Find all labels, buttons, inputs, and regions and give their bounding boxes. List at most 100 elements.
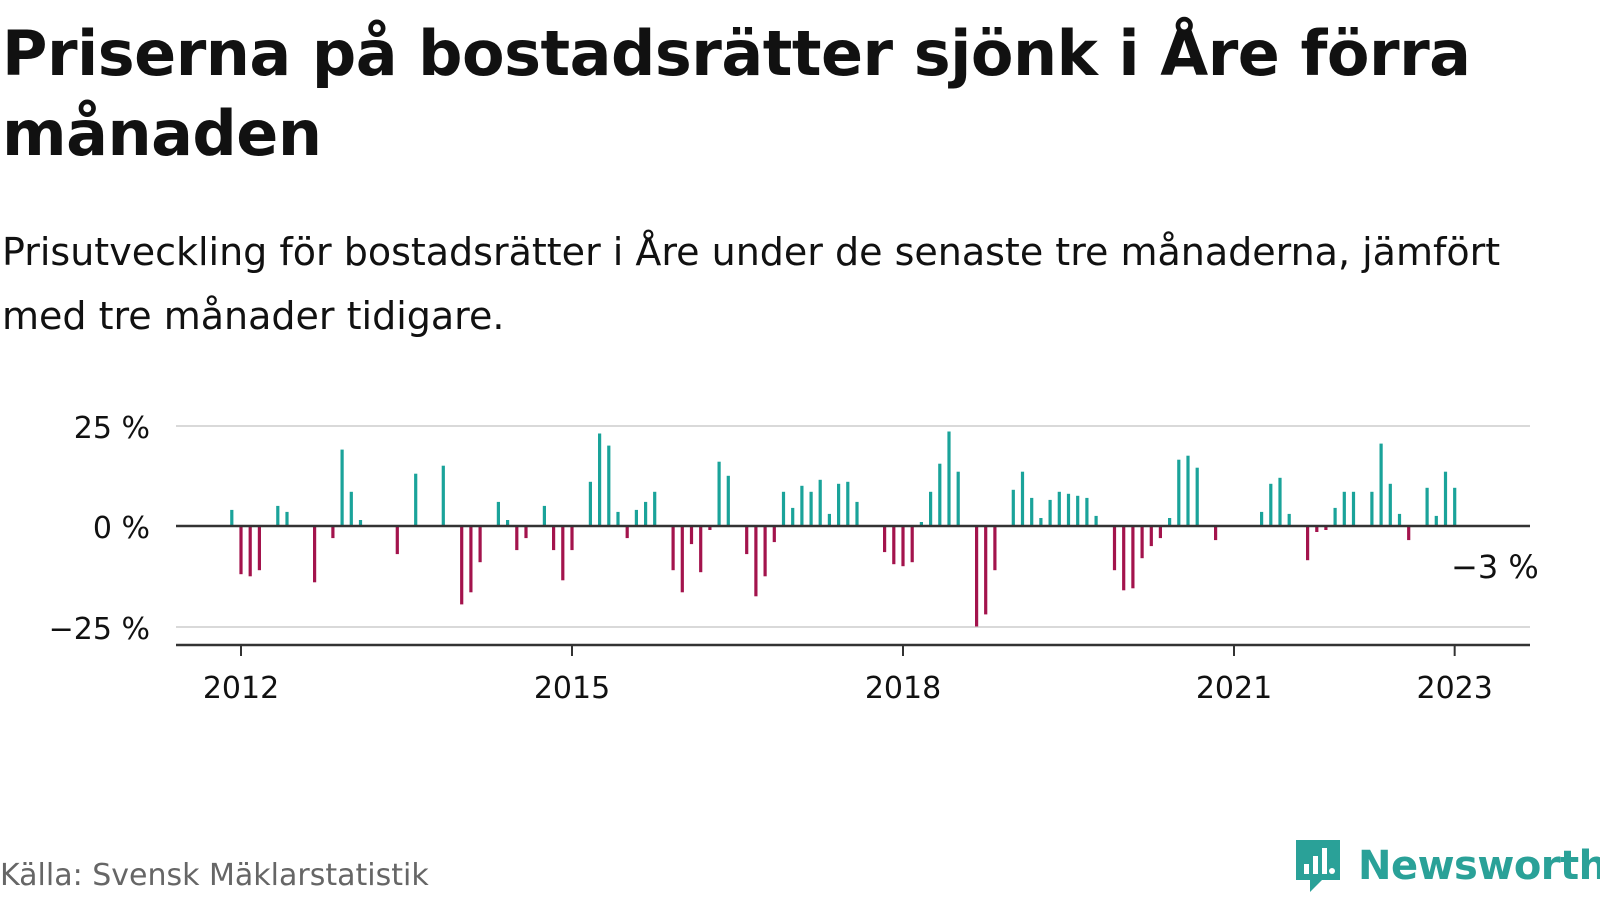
bar-2018-04	[929, 491, 933, 526]
bar-2018-05	[938, 463, 942, 526]
bar-2021-09	[1306, 526, 1310, 561]
bar-2013-01	[349, 491, 353, 526]
bar-2020-03	[1140, 526, 1144, 559]
y-tick-label-0: 0 %	[93, 511, 150, 546]
bar-2015-01	[570, 526, 574, 551]
bar-2016-08	[745, 526, 749, 555]
bar-2016-12	[781, 491, 786, 526]
bar-2022-10	[1425, 487, 1429, 526]
bar-2018-07	[956, 471, 960, 526]
bar-2022-11	[1434, 515, 1438, 526]
bar-2018-10	[984, 526, 988, 615]
bar-2017-12	[892, 526, 896, 565]
bar-2019-02	[1020, 471, 1025, 526]
bar-2012-02	[248, 526, 252, 577]
bar-2016-09	[754, 526, 758, 597]
bar-2019-12	[1112, 526, 1117, 571]
bar-2016-06	[726, 475, 730, 527]
bar-2015-05	[607, 445, 611, 526]
bar-2020-07	[1177, 459, 1181, 526]
bar-2022-12	[1443, 471, 1448, 526]
bar-2012-12	[340, 449, 344, 526]
bar-2022-08	[1407, 526, 1411, 541]
bar-2014-06	[506, 520, 510, 526]
bar-2020-09	[1195, 467, 1199, 526]
bar-2021-12	[1333, 507, 1337, 526]
bar-chart: 25 % 0 % −25 % 2012 2015 2018 2021 2023 −3 %	[49, 411, 1539, 706]
bar-2014-01	[460, 526, 464, 605]
bar-2013-11	[441, 465, 445, 526]
bar-2014-10	[542, 505, 546, 526]
brand-name: Newsworthy	[1358, 843, 1600, 889]
bar-2014-11	[552, 526, 556, 551]
bar-2014-05	[496, 501, 500, 526]
bar-2019-09	[1085, 497, 1089, 526]
bar-2022-05	[1379, 443, 1383, 526]
bar-2015-04	[598, 433, 602, 526]
bar-2014-08	[524, 526, 528, 539]
bar-2016-11	[772, 526, 776, 543]
bar-2018-03	[919, 522, 923, 526]
bar-2015-12	[671, 526, 675, 571]
x-tick-label-2021: 2021	[1196, 671, 1272, 706]
bar-2022-04	[1370, 491, 1374, 526]
y-tick-label-25: 25 %	[74, 411, 150, 446]
bar-2021-07	[1287, 513, 1291, 526]
bar-2013-08	[414, 473, 418, 526]
bar-2011-12	[230, 509, 234, 526]
bar-2016-01	[680, 526, 684, 593]
bar-2019-07	[1066, 493, 1071, 526]
bar-2019-03	[1030, 497, 1034, 526]
bar-2022-01	[1342, 491, 1346, 526]
bar-2017-04	[818, 479, 822, 526]
page-title: Priserna på bostadsrätter sjönk i Åre fö…	[2, 17, 1471, 170]
bar-2021-11	[1324, 526, 1328, 530]
bar-2018-09	[975, 526, 979, 627]
bar-2017-03	[809, 491, 813, 526]
bar-2020-04	[1149, 526, 1153, 547]
x-tick-label-2018: 2018	[865, 671, 941, 706]
bar-2015-03	[588, 481, 592, 526]
x-tick-label-2012: 2012	[203, 671, 279, 706]
bar-2012-09	[313, 526, 317, 583]
bar-2013-06	[395, 526, 399, 555]
bar-2018-06	[947, 431, 951, 526]
source-note: Källa: Svensk Mäklarstatistik	[0, 858, 429, 893]
bar-2020-01	[1122, 526, 1126, 591]
bar-2014-03	[478, 526, 482, 563]
bar-2015-06	[616, 511, 620, 526]
bar-2020-08	[1186, 455, 1190, 526]
bar-2016-02	[689, 526, 694, 545]
bar-2019-01	[1011, 489, 1015, 526]
chart-subtitle: Prisutveckling för bostadsrätter i Åre u…	[2, 230, 1501, 338]
bar-2017-06	[837, 483, 841, 526]
bar-2020-02	[1131, 526, 1135, 589]
bar-2017-01	[791, 507, 795, 526]
bar-2014-02	[469, 526, 473, 593]
bar-2013-02	[358, 520, 363, 526]
bar-2017-11	[883, 526, 887, 553]
bar-2012-06	[285, 511, 289, 526]
bar-2019-10	[1094, 515, 1098, 526]
bar-2021-04	[1260, 511, 1264, 526]
x-tick-label-2015: 2015	[534, 671, 610, 706]
x-tick-label-2023: 2023	[1416, 671, 1492, 706]
bar-2012-05	[276, 505, 280, 526]
bar-2019-04	[1039, 518, 1043, 526]
bar-2015-10	[653, 491, 657, 526]
gridlines	[176, 425, 1530, 628]
bar-2021-10	[1315, 526, 1319, 532]
bar-2022-06	[1388, 483, 1392, 526]
bar-2017-02	[800, 485, 804, 526]
bar-2016-05	[717, 461, 721, 526]
bar-2012-03	[257, 526, 261, 571]
y-axis: 25 % 0 % −25 %	[49, 411, 150, 647]
bar-2022-02	[1351, 491, 1356, 526]
bar-2016-10	[763, 526, 767, 577]
bar-2022-07	[1397, 513, 1402, 526]
bar-2020-06	[1168, 518, 1172, 526]
bar-2014-07	[515, 526, 519, 551]
bar-2012-11	[331, 526, 335, 539]
bar-2019-06	[1057, 491, 1061, 526]
bar-2017-07	[846, 481, 850, 526]
